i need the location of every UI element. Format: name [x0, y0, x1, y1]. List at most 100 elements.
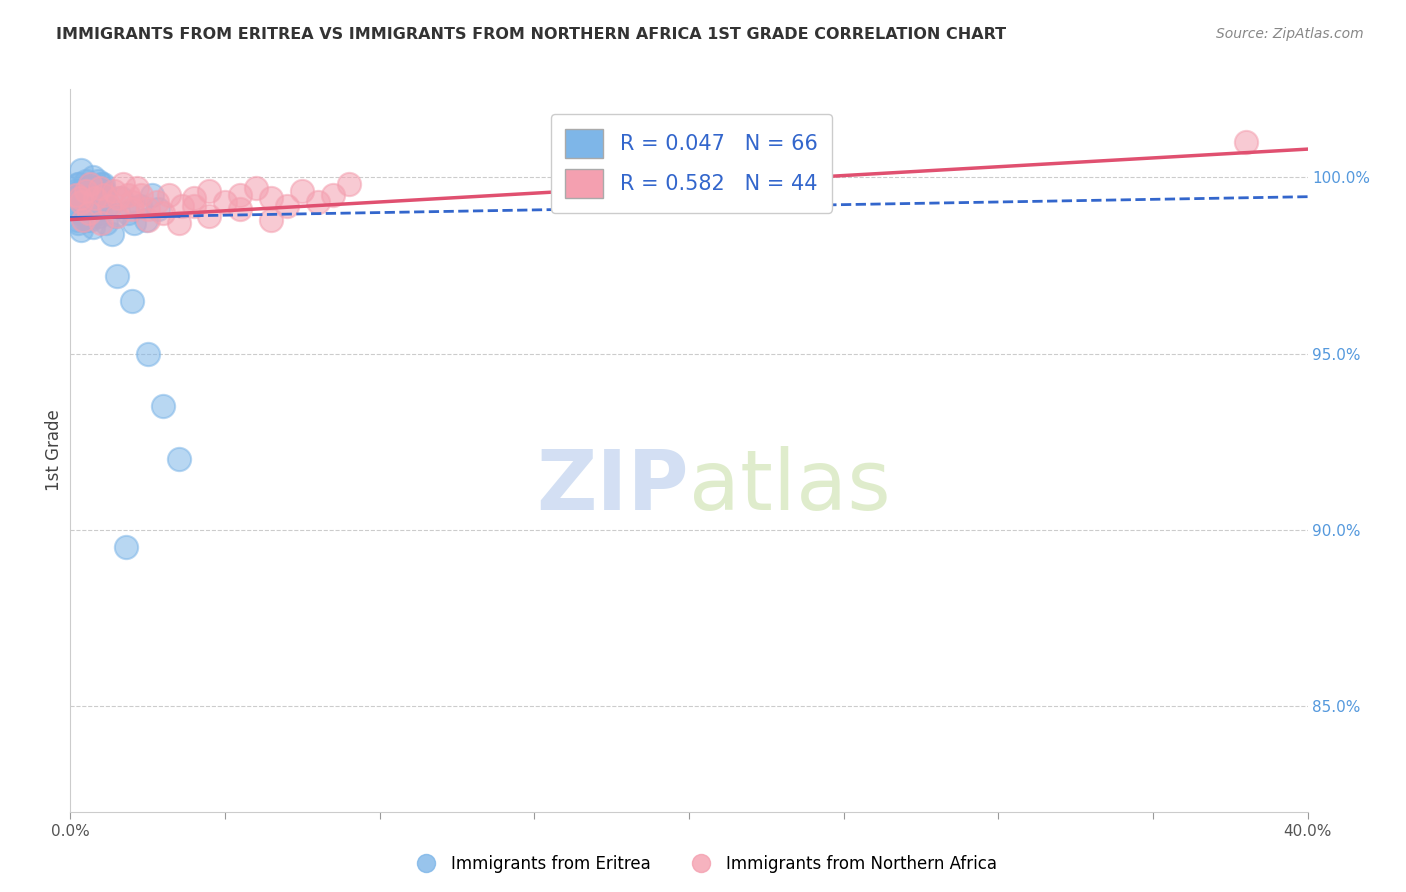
- Point: [146, 194, 169, 209]
- Point: [75, 174, 97, 188]
- Point: [72, 212, 94, 227]
- Point: [73, 205, 96, 219]
- Point: [75, 198, 97, 212]
- Point: [79, 212, 101, 227]
- Point: [90, 216, 112, 230]
- Point: [70, 185, 93, 199]
- Point: [80, 194, 103, 209]
- Point: [72, 194, 94, 209]
- Point: [135, 212, 157, 227]
- Point: [129, 198, 152, 212]
- Point: [136, 212, 159, 227]
- Point: [115, 541, 138, 555]
- Point: [1234, 135, 1257, 149]
- Point: [73, 188, 96, 202]
- Point: [91, 188, 114, 202]
- Point: [167, 216, 190, 230]
- Point: [63, 185, 86, 199]
- Point: [87, 209, 110, 223]
- Point: [65, 198, 87, 212]
- Point: [121, 202, 143, 216]
- Point: [136, 202, 159, 216]
- Text: ZIP: ZIP: [537, 446, 689, 527]
- Point: [94, 216, 117, 230]
- Text: Source: ZipAtlas.com: Source: ZipAtlas.com: [1216, 27, 1364, 41]
- Point: [90, 191, 112, 205]
- Point: [107, 191, 129, 205]
- Point: [67, 216, 90, 230]
- Point: [84, 181, 107, 195]
- Point: [75, 185, 97, 199]
- Point: [77, 181, 100, 195]
- Point: [110, 191, 132, 205]
- Point: [117, 188, 139, 202]
- Point: [260, 212, 283, 227]
- Point: [167, 452, 190, 467]
- Legend: R = 0.047   N = 66, R = 0.582   N = 44: R = 0.047 N = 66, R = 0.582 N = 44: [551, 114, 832, 212]
- Point: [291, 185, 314, 199]
- Point: [183, 198, 205, 212]
- Point: [93, 185, 115, 199]
- Point: [131, 188, 153, 202]
- Point: [86, 191, 108, 205]
- Point: [214, 194, 236, 209]
- Point: [86, 194, 108, 209]
- Point: [69, 191, 91, 205]
- Legend: Immigrants from Eritrea, Immigrants from Northern Africa: Immigrants from Eritrea, Immigrants from…: [402, 848, 1004, 880]
- Point: [82, 198, 104, 212]
- Point: [152, 205, 174, 219]
- Point: [77, 188, 100, 202]
- Point: [103, 185, 125, 199]
- Point: [89, 181, 111, 195]
- Point: [70, 223, 93, 237]
- Point: [82, 219, 105, 234]
- Point: [70, 163, 93, 178]
- Point: [79, 181, 101, 195]
- Point: [152, 400, 174, 414]
- Point: [245, 181, 267, 195]
- Point: [111, 178, 134, 192]
- Point: [83, 194, 105, 209]
- Point: [148, 202, 170, 216]
- Point: [69, 205, 91, 219]
- Point: [89, 202, 111, 216]
- Point: [98, 198, 120, 212]
- Point: [307, 194, 329, 209]
- Point: [84, 191, 107, 205]
- Point: [65, 188, 87, 202]
- Point: [65, 191, 87, 205]
- Point: [87, 202, 110, 216]
- Point: [80, 188, 103, 202]
- Point: [67, 178, 90, 192]
- Point: [105, 268, 128, 283]
- Point: [75, 188, 97, 202]
- Point: [337, 178, 360, 192]
- Point: [121, 293, 143, 308]
- Point: [229, 188, 252, 202]
- Point: [67, 178, 90, 192]
- Point: [84, 185, 107, 199]
- Point: [125, 181, 148, 195]
- Point: [105, 209, 128, 223]
- Point: [66, 212, 89, 227]
- Point: [77, 205, 100, 219]
- Point: [91, 178, 114, 192]
- Point: [93, 188, 115, 202]
- Point: [94, 202, 117, 216]
- Point: [82, 170, 105, 185]
- Y-axis label: 1st Grade: 1st Grade: [45, 409, 63, 491]
- Point: [98, 198, 120, 212]
- Point: [93, 188, 115, 202]
- Point: [141, 188, 163, 202]
- Point: [122, 216, 145, 230]
- Point: [276, 198, 298, 212]
- Point: [79, 181, 101, 195]
- Point: [69, 185, 91, 199]
- Point: [198, 209, 221, 223]
- Point: [86, 174, 108, 188]
- Point: [104, 209, 127, 223]
- Point: [260, 191, 283, 205]
- Point: [76, 194, 98, 209]
- Point: [89, 205, 111, 219]
- Point: [72, 191, 94, 205]
